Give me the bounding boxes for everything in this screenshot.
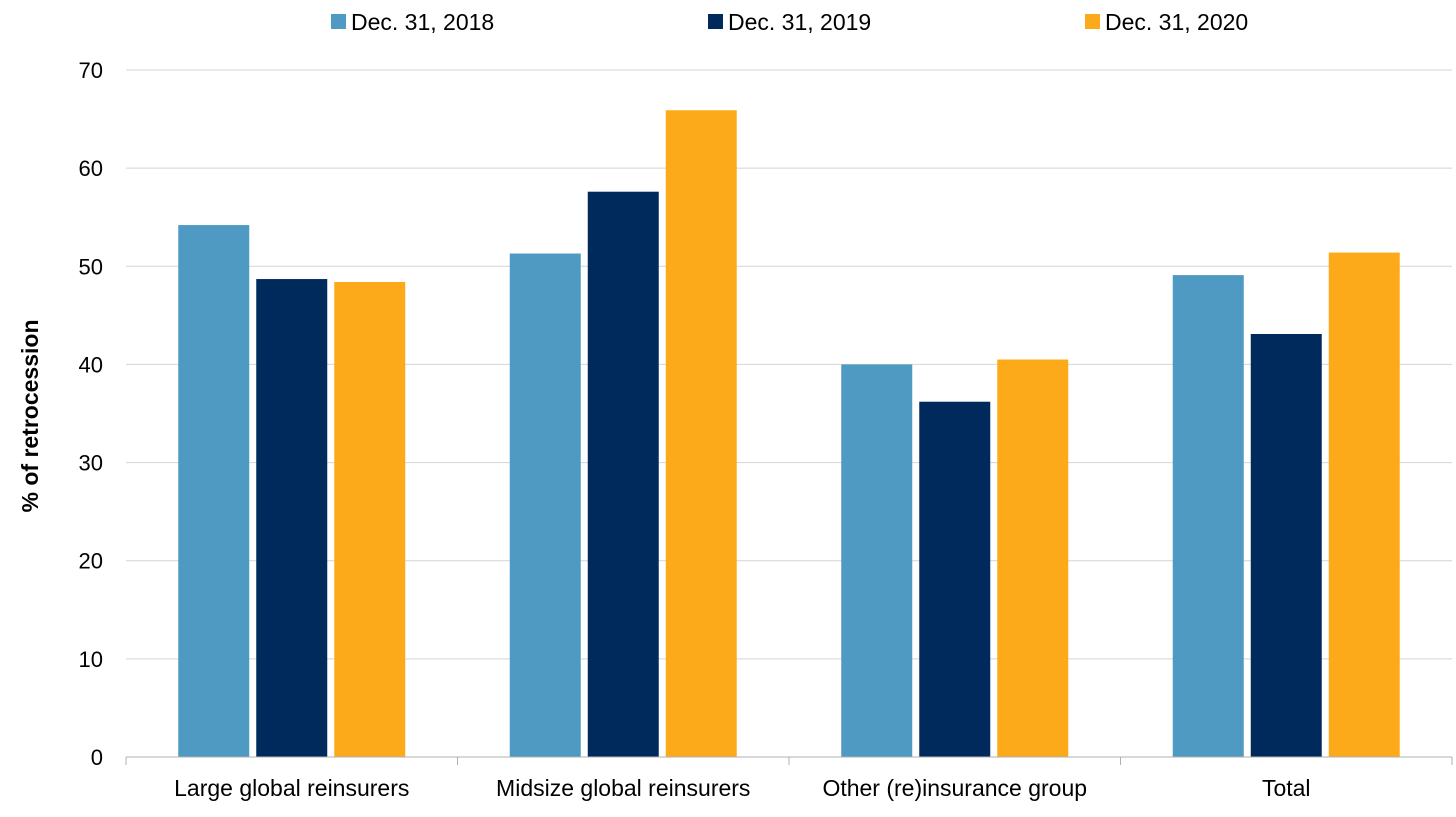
y-tick-label: 40 [79, 352, 103, 377]
legend-swatch [1085, 14, 1100, 29]
legend-swatch [331, 14, 346, 29]
legend-label: Dec. 31, 2020 [1105, 9, 1248, 35]
y-axis: 0 10 20 30 40 50 60 70 [79, 58, 103, 770]
x-category-label: Large global reinsurers [174, 775, 409, 801]
x-category-label: Other (re)insurance group [822, 775, 1087, 801]
y-tick-label: 10 [79, 647, 103, 672]
bar [841, 364, 913, 757]
y-tick-label: 70 [79, 58, 103, 83]
y-axis-title: % of retrocession [17, 320, 43, 513]
y-tick-label: 20 [79, 549, 103, 574]
bars [178, 110, 1400, 757]
legend-swatch [708, 14, 723, 29]
bar [587, 191, 659, 757]
legend-label: Dec. 31, 2019 [728, 9, 871, 35]
bar [1250, 334, 1322, 757]
bar [256, 279, 328, 757]
legend-label: Dec. 31, 2018 [351, 9, 494, 35]
x-category-label: Total [1262, 775, 1311, 801]
x-axis: Large global reinsurers Midsize global re… [125, 756, 1453, 801]
y-tick-label: 50 [79, 254, 103, 279]
bar [665, 110, 737, 757]
bar [997, 359, 1069, 757]
x-category-label: Midsize global reinsurers [496, 775, 750, 801]
bar [509, 253, 581, 757]
legend: Dec. 31, 2018 Dec. 31, 2019 Dec. 31, 2020 [331, 9, 1248, 35]
y-tick-label: 30 [79, 451, 103, 476]
bar [178, 225, 250, 757]
bar [334, 281, 406, 757]
bar [1328, 252, 1400, 757]
bar [1172, 275, 1244, 757]
bar [919, 401, 991, 757]
y-tick-label: 0 [91, 745, 103, 770]
y-tick-label: 60 [79, 156, 103, 181]
